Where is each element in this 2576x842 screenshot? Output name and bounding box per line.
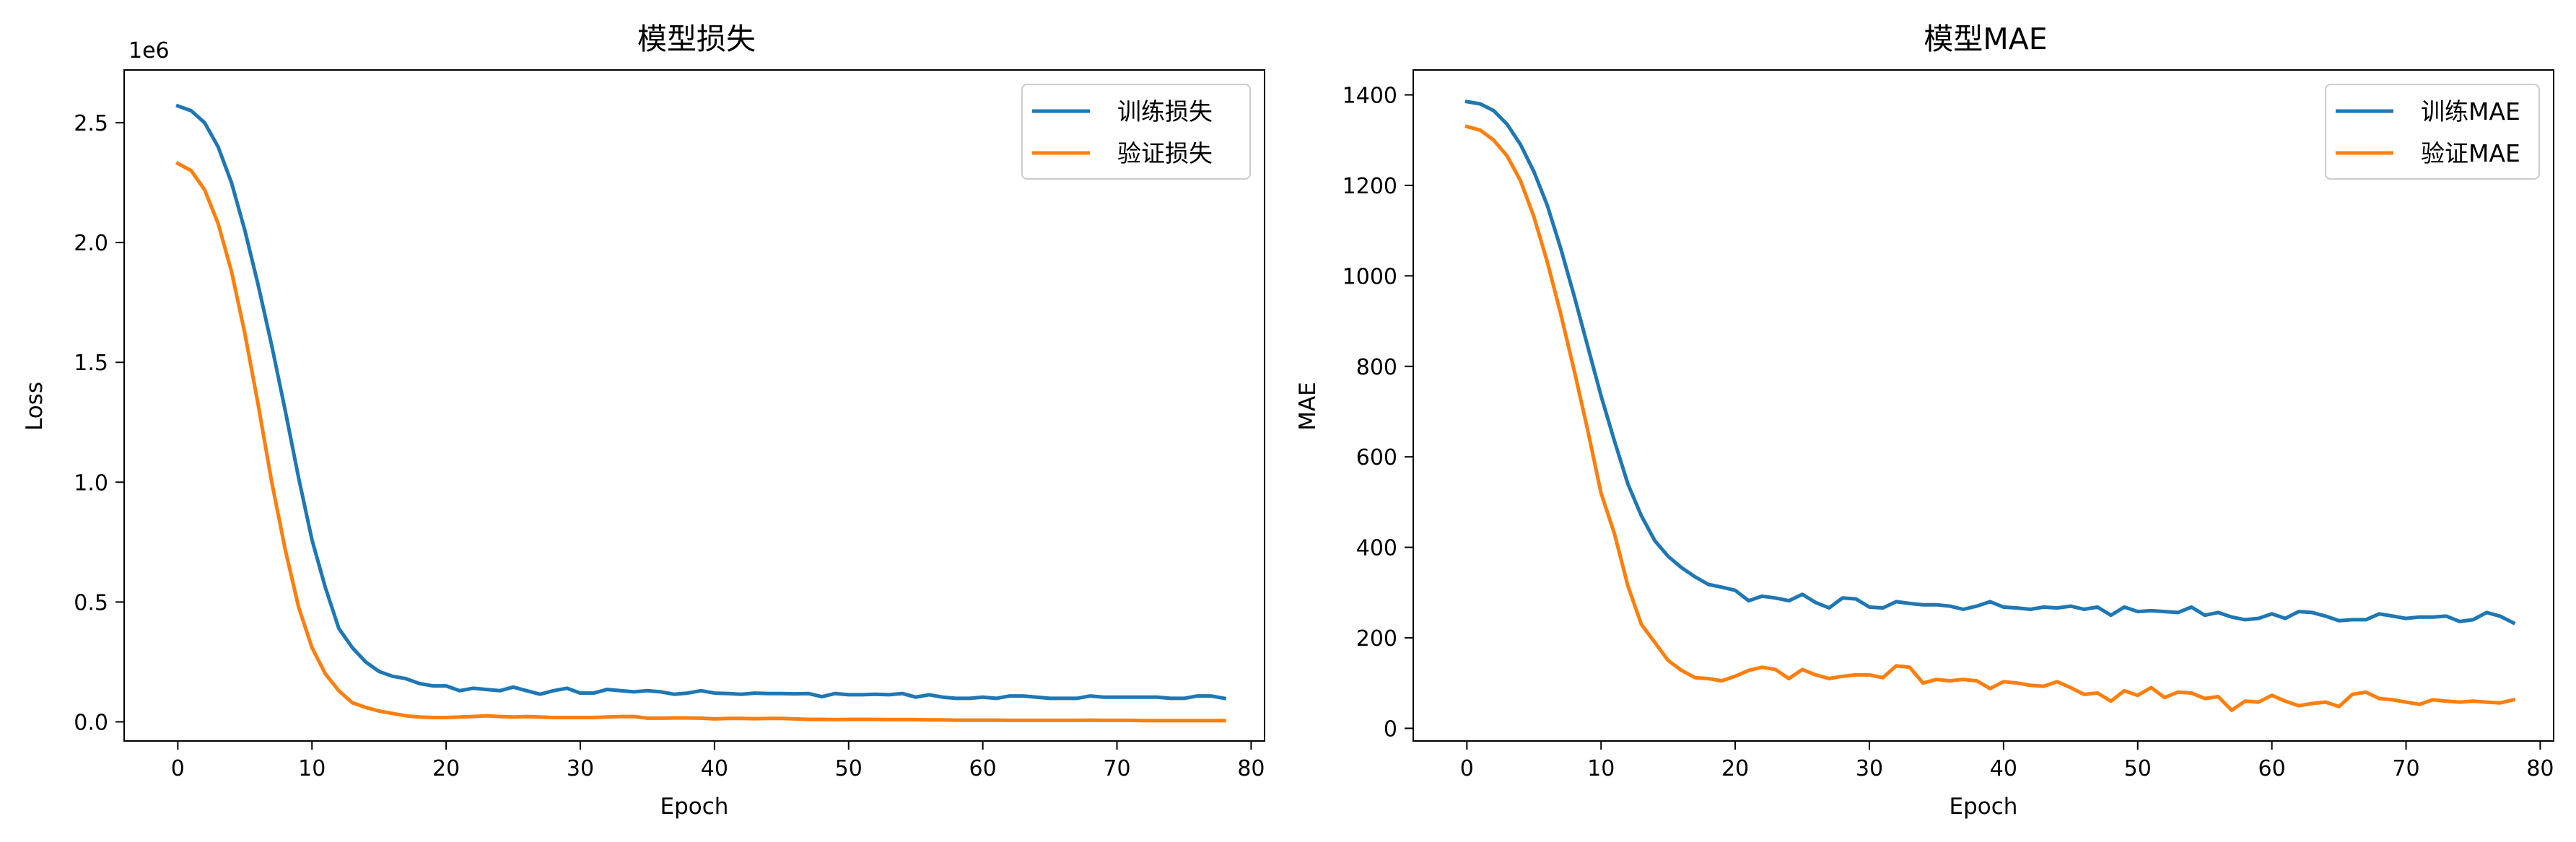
loss-chart-y-tick-label: 0.5 [74,590,108,615]
loss-chart-x-axis-label: Epoch [660,794,729,820]
mae-chart-legend-label-val: 验证MAE [2421,139,2520,167]
mae-chart-x-axis-label: Epoch [1950,794,2018,820]
loss-chart-x-tick-label: 80 [1237,756,1265,781]
loss-chart-y-tick-label: 1.0 [74,470,108,496]
loss-chart-x-ticks: 0 10 20 30 40 50 60 70 80 [171,741,1265,781]
loss-chart-legend-label-train: 训练损失 [1117,97,1213,126]
mae-chart-x-tick-label: 40 [1990,756,2017,781]
loss-chart-x-tick-label: 10 [298,756,326,781]
loss-chart-x-tick-label: 40 [701,756,728,781]
loss-chart-offset-label: 1e6 [128,38,170,63]
loss-chart-x-tick-label: 30 [567,756,594,781]
loss-chart-legend: 训练损失 验证损失 [1021,84,1251,180]
mae-chart-y-tick-label: 200 [1356,626,1397,652]
mae-chart-y-ticks: 0 200 400 600 800 1000 1200 1400 [1342,83,1413,742]
loss-chart-legend-box [1021,84,1251,180]
loss-chart-line-val [175,161,1226,723]
loss-chart-title: 模型损失 [637,22,756,56]
mae-chart-y-tick-label: 1000 [1342,264,1397,289]
mae-chart-y-tick-label: 1200 [1342,174,1397,199]
mae-chart-title: 模型MAE [1924,22,2047,56]
mae-chart-x-tick-label: 30 [1856,756,1883,781]
mae-chart-legend: 训练MAE 验证MAE [2325,84,2540,180]
mae-chart-x-tick-label: 50 [2124,756,2152,781]
loss-chart-y-tick-label: 1.5 [74,351,108,376]
mae-chart-series-lines [1464,100,2516,712]
mae-chart-x-tick-label: 70 [2392,756,2419,781]
loss-chart-x-tick-label: 0 [171,756,185,781]
loss-chart-y-tick-label: 2.5 [74,111,108,136]
loss-chart-y-ticks: 0.0 0.5 1.0 1.5 2.0 2.5 [74,111,124,735]
mae-chart-legend-label-train: 训练MAE [2421,97,2520,126]
loss-chart-x-tick-label: 20 [432,756,460,781]
loss-chart-y-axis-label: Loss [22,382,48,431]
loss-chart-y-tick-label: 0.0 [74,710,108,735]
mae-chart-legend-box [2325,84,2540,180]
mae-chart: 模型MAE Epoch MAE 0 10 20 30 40 50 60 70 80 0 200 40… [1295,22,2554,820]
mae-chart-x-tick-label: 60 [2258,756,2286,781]
mae-chart-x-tick-label: 0 [1460,756,1474,781]
loss-chart-legend-label-val: 验证损失 [1117,139,1213,167]
mae-chart-y-tick-label: 1400 [1342,83,1397,108]
mae-chart-y-tick-label: 0 [1384,716,1397,742]
mae-chart-line-val [1464,124,2516,712]
loss-chart: 模型损失 1e6 Epoch Loss 0 10 20 30 40 50 60 70 80 0.… [22,22,1265,820]
mae-chart-x-tick-label: 10 [1587,756,1615,781]
mae-chart-x-tick-label: 80 [2526,756,2554,781]
mae-chart-plot-frame [1413,69,2554,742]
mae-chart-line-train [1464,100,2516,626]
mae-chart-y-tick-label: 400 [1356,536,1397,561]
loss-chart-x-tick-label: 50 [835,756,863,781]
mae-chart-y-tick-label: 600 [1356,445,1397,470]
mae-chart-y-axis-label: MAE [1295,382,1321,431]
loss-chart-line-train [175,103,1227,701]
loss-chart-plot-frame [123,69,1265,742]
mae-chart-x-tick-label: 20 [1721,756,1749,781]
loss-chart-series-lines [175,103,1227,723]
mae-chart-x-ticks: 0 10 20 30 40 50 60 70 80 [1460,741,2554,781]
loss-chart-x-tick-label: 70 [1103,756,1130,781]
loss-chart-y-tick-label: 2.0 [74,231,108,256]
loss-chart-x-tick-label: 60 [969,756,997,781]
mae-chart-y-tick-label: 800 [1356,355,1397,380]
